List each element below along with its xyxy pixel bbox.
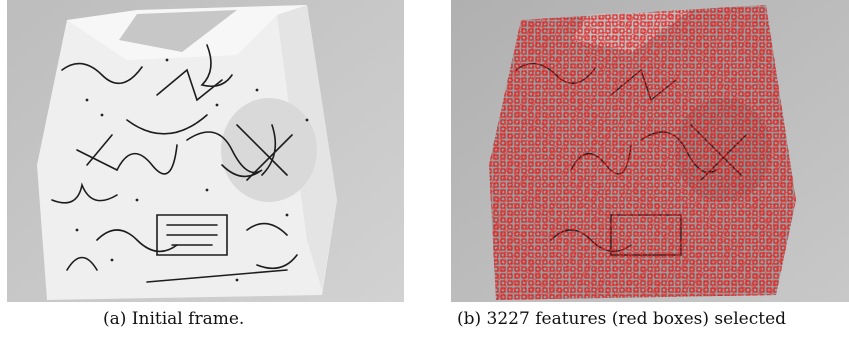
panel-selected-features — [451, 0, 849, 302]
feature-boxes-overlay — [489, 5, 796, 300]
panel-initial-frame — [7, 0, 404, 302]
selected-features-image — [451, 0, 849, 302]
caption-selected-features: (b) 3227 features (red boxes) selected — [457, 309, 787, 329]
caption-initial-frame: (a) Initial frame. — [103, 309, 245, 329]
initial-frame-image — [7, 0, 404, 302]
